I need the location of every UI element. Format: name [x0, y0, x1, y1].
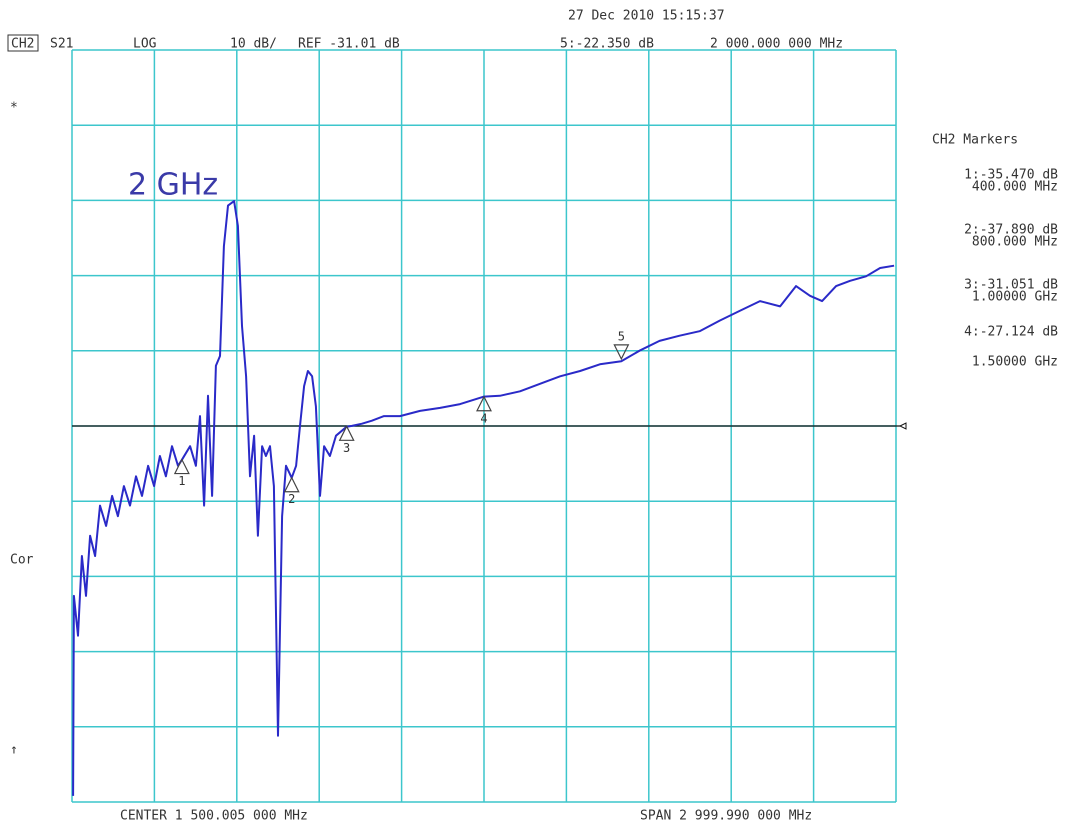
markers-title: CH2 Markers: [932, 133, 1018, 148]
marker: [173, 458, 190, 475]
marker-readout: 2:-37.890 dB: [964, 223, 1058, 238]
center-label: CENTER 1 500.005 000 MHz: [120, 809, 308, 824]
channel: CH2: [11, 37, 34, 52]
marker: [476, 395, 492, 412]
side-label: ↑: [10, 743, 18, 758]
marker-readout: 1:-35.470 dB: [964, 168, 1058, 183]
marker-freq: 800.000 MHz: [972, 235, 1058, 250]
marker-number: 5: [618, 329, 625, 343]
date-time: 27 Dec 2010 15:15:37: [568, 9, 725, 24]
reference-label: REF -31.01 dB: [298, 37, 400, 52]
annotation: 2 GHz: [128, 168, 218, 203]
reference-pointer: [898, 422, 907, 430]
marker-freq: 1.00000 GHz: [972, 290, 1058, 305]
marker: [613, 344, 630, 361]
trace: [72, 200, 895, 796]
marker-freq: 400.000 MHz: [972, 180, 1058, 195]
format: LOG: [133, 37, 157, 52]
span-label: SPAN 2 999.990 000 MHz: [640, 809, 812, 824]
marker-number: 1: [178, 474, 185, 488]
parameter: S21: [50, 37, 73, 52]
active-marker-freq: 2 000.000 000 MHz: [710, 37, 843, 52]
active-marker-readout: 5:-22.350 dB: [560, 37, 654, 52]
marker: [283, 476, 300, 493]
side-label: Cor: [10, 553, 34, 568]
scale: 10 dB/: [230, 37, 277, 52]
marker-readout: 3:-31.051 dB: [964, 278, 1058, 293]
marker-freq: 1.50000 GHz: [972, 355, 1058, 370]
marker-number: 2: [288, 492, 295, 506]
side-label: *: [10, 101, 18, 116]
channel-box: [7, 34, 39, 52]
marker-number: 4: [480, 411, 487, 425]
marker-number: 3: [343, 441, 350, 455]
marker: [338, 424, 355, 441]
marker-readout: 4:-27.124 dB: [964, 325, 1058, 340]
